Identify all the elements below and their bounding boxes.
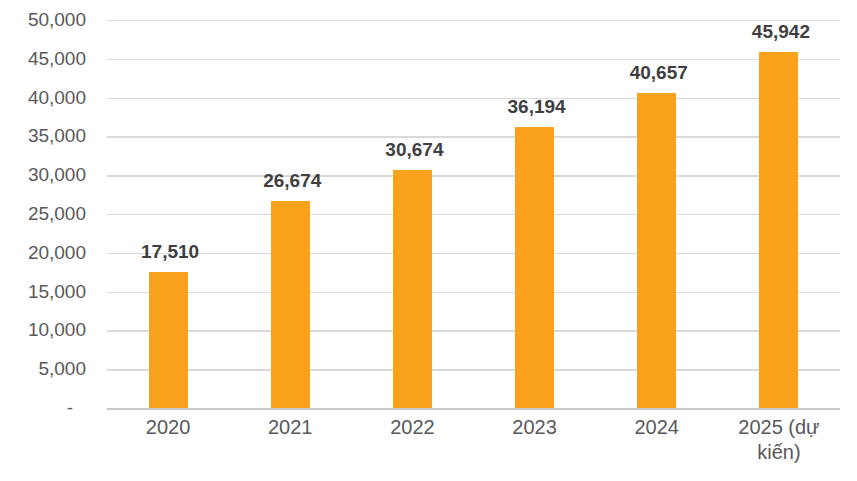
y-tick-label: 45,000 <box>0 48 86 70</box>
x-tick-label: 2020 <box>113 415 223 440</box>
bar-value-label: 40,657 <box>594 62 724 84</box>
y-tick-label: - <box>0 397 86 419</box>
y-tick-label: 25,000 <box>0 203 86 225</box>
gridline <box>107 330 840 331</box>
y-tick-label: 35,000 <box>0 125 86 147</box>
bar-2021 <box>271 201 310 408</box>
gridline <box>107 175 840 176</box>
bar-value-label: 17,510 <box>105 241 235 263</box>
gridline <box>107 369 840 370</box>
y-tick-label: 10,000 <box>0 319 86 341</box>
y-tick-label: 20,000 <box>0 242 86 264</box>
bar-value-label: 45,942 <box>716 21 846 43</box>
x-tick-label: 2025 (dự kiến) <box>724 415 834 465</box>
bar-2022 <box>393 170 432 408</box>
bar-2020 <box>149 272 188 408</box>
x-tick-label: 2024 <box>602 415 712 440</box>
gridline <box>107 292 840 293</box>
y-tick-label: 15,000 <box>0 281 86 303</box>
x-tick-label: 2023 <box>480 415 590 440</box>
gridline <box>107 214 840 215</box>
bar-value-label: 36,194 <box>472 96 602 118</box>
y-tick-label: 5,000 <box>0 358 86 380</box>
x-tick-label: 2021 <box>235 415 345 440</box>
plot-area: 17,51026,67430,67436,19440,65745,942 <box>107 20 840 408</box>
bar-2023 <box>515 127 554 408</box>
y-axis: 50,00045,00040,00035,00030,00025,00020,0… <box>0 20 86 408</box>
bar-value-label: 26,674 <box>227 170 357 192</box>
y-tick-label: 30,000 <box>0 164 86 186</box>
axis-baseline <box>107 408 840 410</box>
bar-chart: 50,000 45,000 40,000 35,000 30,000 25,000 20,0… <box>0 0 857 481</box>
gridline <box>107 136 840 137</box>
x-tick-label: 2022 <box>357 415 467 440</box>
gridline <box>107 59 840 60</box>
bar-2024 <box>637 93 676 408</box>
y-tick-label: 50,000 <box>0 9 86 31</box>
x-axis: 2020 2021 2022 2023 2024 2025 (dự kiến) <box>107 415 840 475</box>
bar-value-label: 30,674 <box>349 139 479 161</box>
y-tick-label: 40,000 <box>0 87 86 109</box>
bar-2025-d-ki-n <box>759 52 798 409</box>
